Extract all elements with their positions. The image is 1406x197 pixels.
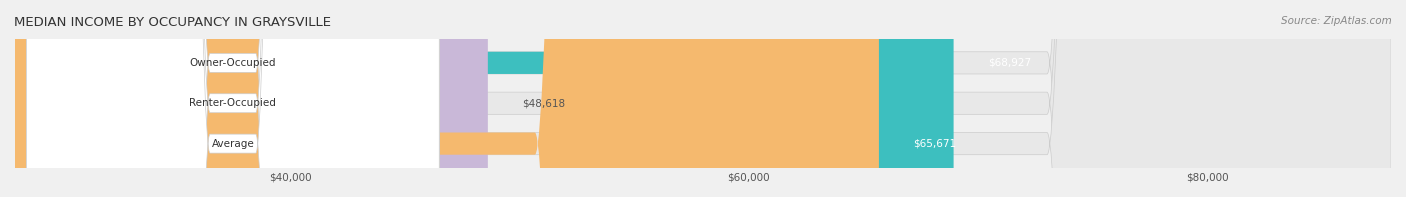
Text: Source: ZipAtlas.com: Source: ZipAtlas.com — [1281, 16, 1392, 26]
FancyBboxPatch shape — [27, 0, 439, 197]
Text: Owner-Occupied: Owner-Occupied — [190, 58, 276, 68]
Text: $48,618: $48,618 — [522, 98, 565, 108]
FancyBboxPatch shape — [15, 0, 1391, 197]
Text: Renter-Occupied: Renter-Occupied — [190, 98, 277, 108]
Text: $65,671: $65,671 — [914, 139, 956, 149]
FancyBboxPatch shape — [15, 0, 953, 197]
FancyBboxPatch shape — [27, 0, 439, 197]
FancyBboxPatch shape — [15, 0, 879, 197]
Text: MEDIAN INCOME BY OCCUPANCY IN GRAYSVILLE: MEDIAN INCOME BY OCCUPANCY IN GRAYSVILLE — [14, 16, 330, 29]
FancyBboxPatch shape — [15, 0, 1391, 197]
Text: $68,927: $68,927 — [988, 58, 1031, 68]
Text: Average: Average — [211, 139, 254, 149]
FancyBboxPatch shape — [15, 0, 488, 197]
FancyBboxPatch shape — [15, 0, 1391, 197]
FancyBboxPatch shape — [27, 0, 439, 197]
